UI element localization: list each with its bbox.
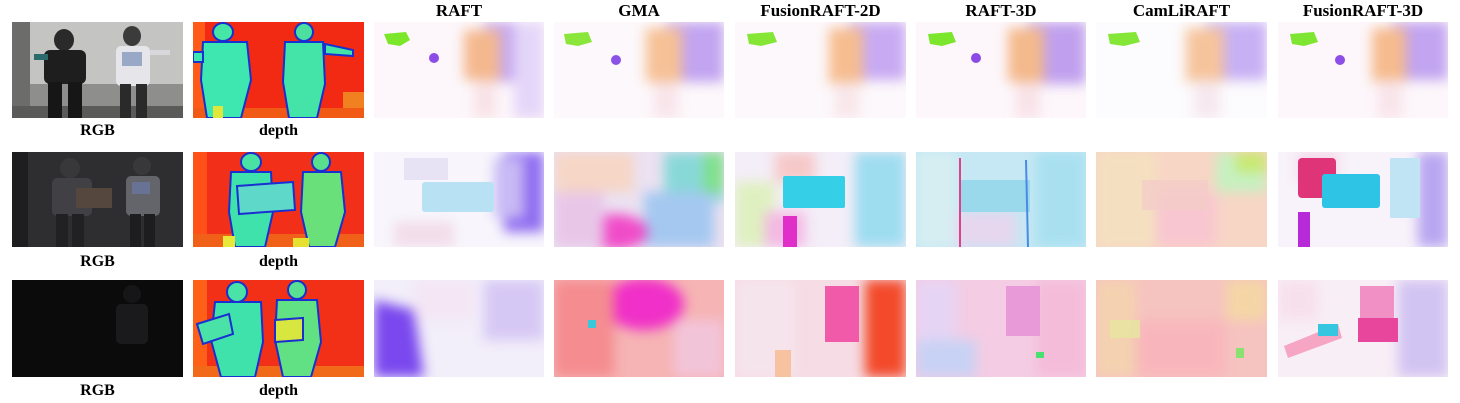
depth-image-row3	[193, 280, 364, 377]
column-title-gma: GMA	[618, 1, 660, 20]
column-title-raft: RAFT	[435, 1, 483, 20]
depth-image-row1	[193, 22, 364, 118]
flow-raft-row1	[374, 22, 544, 118]
column-title-raft-3d: RAFT-3D	[965, 1, 1037, 20]
flow-fusionraft-3d-row1	[1278, 22, 1448, 118]
rgb-caption-row3: RGB	[80, 382, 115, 399]
rgb-caption-row1: RGB	[80, 122, 115, 139]
flow-camliraft-row1	[1096, 22, 1267, 118]
flow-raft-row2	[374, 152, 544, 247]
flow-fusionraft-2d-row3	[735, 280, 906, 377]
flow-camliraft-row2	[1096, 152, 1267, 247]
flow-fusionraft-2d-row2	[735, 152, 906, 247]
flow-raft-3d-row2	[916, 152, 1086, 247]
flow-fusionraft-2d-row1	[735, 22, 906, 118]
column-title-camliraft: CamLiRAFT	[1132, 1, 1231, 20]
flow-gma-row2	[554, 152, 724, 247]
flow-gma-row1	[554, 22, 724, 118]
column-title-fusionraft-2d: FusionRAFT-2D	[760, 1, 881, 20]
rgb-image-row2	[12, 152, 183, 247]
rgb-caption-row2: RGB	[80, 253, 115, 270]
flow-camliraft-row3	[1096, 280, 1267, 377]
column-title-fusionraft-3d: FusionRAFT-3D	[1302, 1, 1424, 20]
flow-fusionraft-3d-row3	[1278, 280, 1448, 377]
flow-raft-3d-row3	[916, 280, 1086, 377]
flow-raft-row3	[374, 280, 544, 377]
depth-caption-row2: depth	[258, 253, 299, 270]
depth-caption-row1: depth	[258, 122, 299, 139]
depth-image-row2	[193, 152, 364, 247]
flow-gma-row3	[554, 280, 724, 377]
rgb-image-row1	[12, 22, 183, 118]
flow-raft-3d-row1	[916, 22, 1086, 118]
depth-caption-row3: depth	[258, 382, 299, 399]
flow-fusionraft-3d-row2	[1278, 152, 1448, 247]
rgb-image-row3	[12, 280, 183, 377]
